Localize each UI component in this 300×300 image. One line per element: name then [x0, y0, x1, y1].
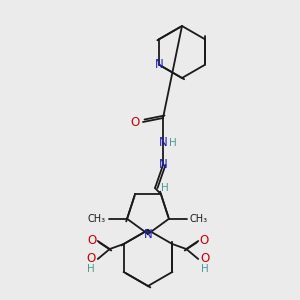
Text: O: O — [201, 253, 210, 266]
Text: N: N — [159, 158, 167, 172]
Text: H: H — [201, 264, 209, 274]
Text: N: N — [159, 136, 167, 149]
Text: O: O — [130, 116, 140, 128]
Text: O: O — [200, 235, 209, 248]
Text: N: N — [144, 227, 152, 241]
Text: H: H — [87, 264, 94, 274]
Text: O: O — [87, 235, 96, 248]
Text: O: O — [86, 253, 95, 266]
Text: CH₃: CH₃ — [190, 214, 208, 224]
Text: CH₃: CH₃ — [88, 214, 106, 224]
Text: H: H — [169, 138, 177, 148]
Text: H: H — [161, 183, 169, 193]
Text: N: N — [155, 58, 164, 71]
